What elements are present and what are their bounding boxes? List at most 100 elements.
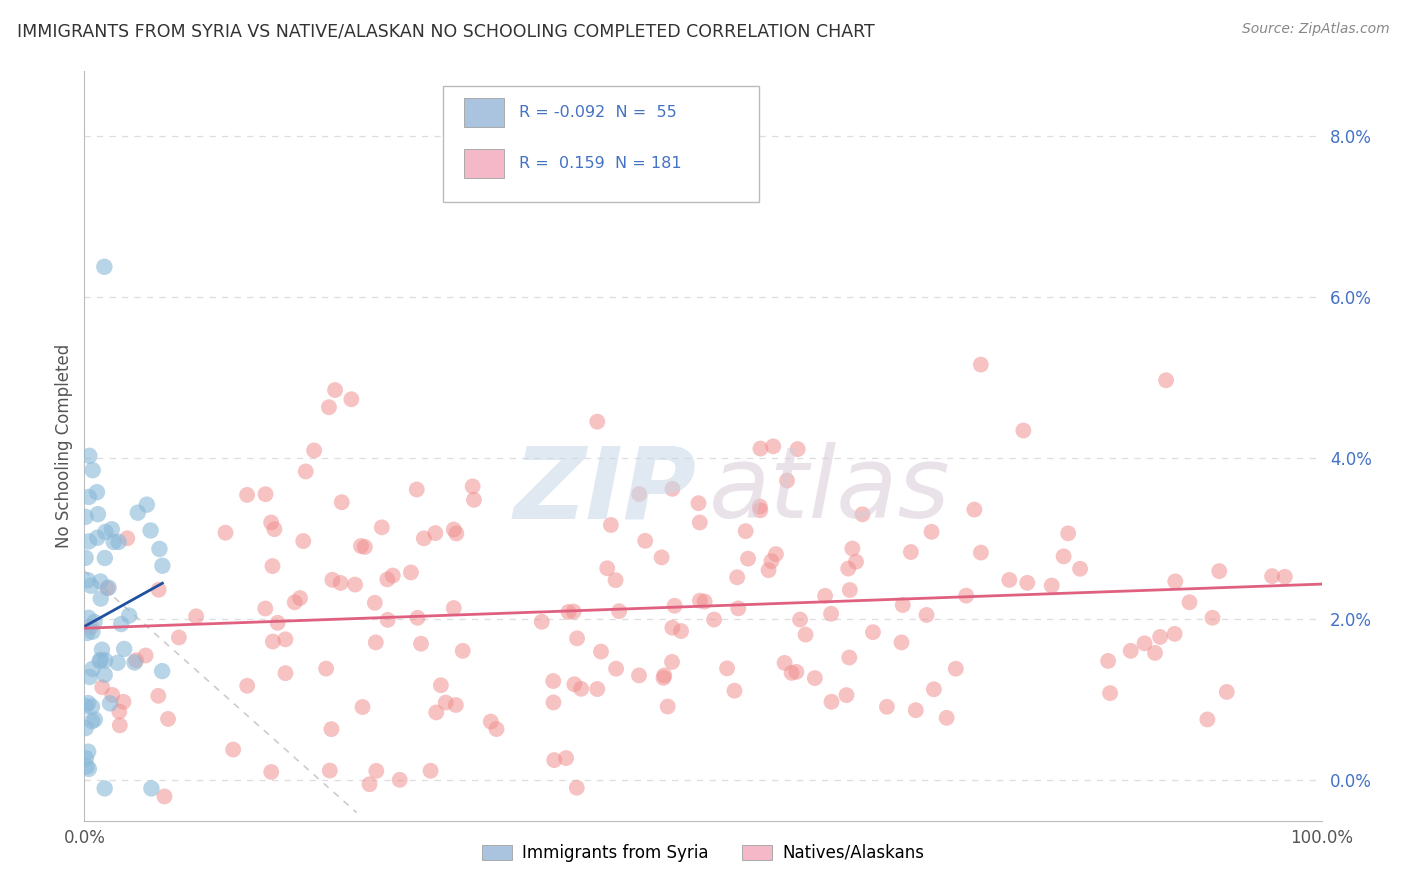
Point — [838, 650, 860, 665]
Point — [838, 582, 860, 597]
Point — [530, 615, 553, 629]
Point — [425, 706, 447, 720]
Point — [124, 656, 146, 670]
Point — [661, 482, 683, 496]
Point — [399, 566, 422, 580]
Text: IMMIGRANTS FROM SYRIA VS NATIVE/ALASKAN NO SCHOOLING COMPLETED CORRELATION CHART: IMMIGRANTS FROM SYRIA VS NATIVE/ALASKAN … — [17, 22, 875, 40]
Point — [288, 591, 311, 605]
Point — [294, 465, 316, 479]
Point — [388, 772, 411, 787]
Point — [406, 611, 429, 625]
Point — [562, 677, 585, 691]
Point — [1197, 713, 1219, 727]
Point — [569, 681, 592, 696]
Point — [76, 573, 98, 587]
Point — [689, 593, 711, 607]
Point — [565, 780, 588, 795]
Point — [1057, 526, 1080, 541]
Point — [77, 534, 100, 549]
Point — [737, 551, 759, 566]
Point — [79, 670, 101, 684]
Point — [79, 449, 101, 463]
Point — [444, 698, 467, 712]
Point — [82, 624, 104, 639]
Point — [263, 522, 285, 536]
Point — [80, 579, 103, 593]
Point — [254, 487, 277, 501]
Point — [236, 679, 259, 693]
Point — [167, 631, 190, 645]
Point — [945, 662, 967, 676]
Point — [91, 642, 114, 657]
Point — [890, 635, 912, 649]
Point — [409, 637, 432, 651]
Point — [254, 601, 277, 615]
Point — [323, 383, 346, 397]
Point — [652, 668, 675, 682]
Point — [955, 589, 977, 603]
Point — [628, 487, 651, 501]
Point — [430, 678, 453, 692]
Point — [748, 500, 770, 514]
Point — [758, 563, 780, 577]
Point — [127, 506, 149, 520]
Point — [90, 591, 112, 606]
Point — [354, 540, 377, 554]
Point — [94, 524, 117, 539]
Point — [555, 751, 578, 765]
Point — [716, 661, 738, 675]
Point — [589, 644, 612, 658]
Point — [998, 573, 1021, 587]
Point — [83, 615, 105, 629]
Point — [94, 653, 117, 667]
Point — [725, 570, 748, 584]
Point — [900, 545, 922, 559]
Text: Source: ZipAtlas.com: Source: ZipAtlas.com — [1241, 22, 1389, 37]
Point — [935, 711, 957, 725]
Point — [835, 688, 858, 702]
Point — [139, 524, 162, 538]
Point — [970, 545, 993, 559]
Point — [75, 509, 97, 524]
Point — [773, 656, 796, 670]
Point — [434, 696, 457, 710]
Point — [262, 559, 284, 574]
Point — [329, 576, 352, 591]
Point — [214, 525, 236, 540]
Point — [75, 751, 97, 765]
Point — [652, 671, 675, 685]
Point — [651, 550, 673, 565]
Point — [915, 607, 938, 622]
Point — [97, 581, 120, 595]
Point — [87, 507, 110, 521]
Point — [586, 681, 609, 696]
Point — [364, 596, 387, 610]
Legend: Immigrants from Syria, Natives/Alaskans: Immigrants from Syria, Natives/Alaskans — [475, 838, 931, 869]
Point — [75, 699, 97, 714]
Point — [98, 697, 121, 711]
Point — [789, 613, 811, 627]
Point — [141, 781, 163, 796]
Point — [405, 483, 427, 497]
Point — [1208, 564, 1230, 578]
Point — [186, 609, 208, 624]
Point — [321, 722, 343, 736]
Point — [274, 632, 297, 647]
Point — [364, 635, 387, 649]
FancyBboxPatch shape — [443, 87, 759, 202]
Point — [1099, 686, 1122, 700]
Point — [94, 551, 117, 566]
Point — [148, 582, 170, 597]
Point — [371, 520, 394, 534]
Point — [727, 601, 749, 615]
Point — [77, 745, 100, 759]
Point — [93, 781, 115, 796]
Point — [1119, 644, 1142, 658]
Point — [93, 667, 115, 681]
Point — [693, 594, 716, 608]
Point — [236, 488, 259, 502]
Point — [148, 689, 170, 703]
Point — [664, 599, 686, 613]
Point — [703, 613, 725, 627]
Point — [83, 713, 105, 727]
